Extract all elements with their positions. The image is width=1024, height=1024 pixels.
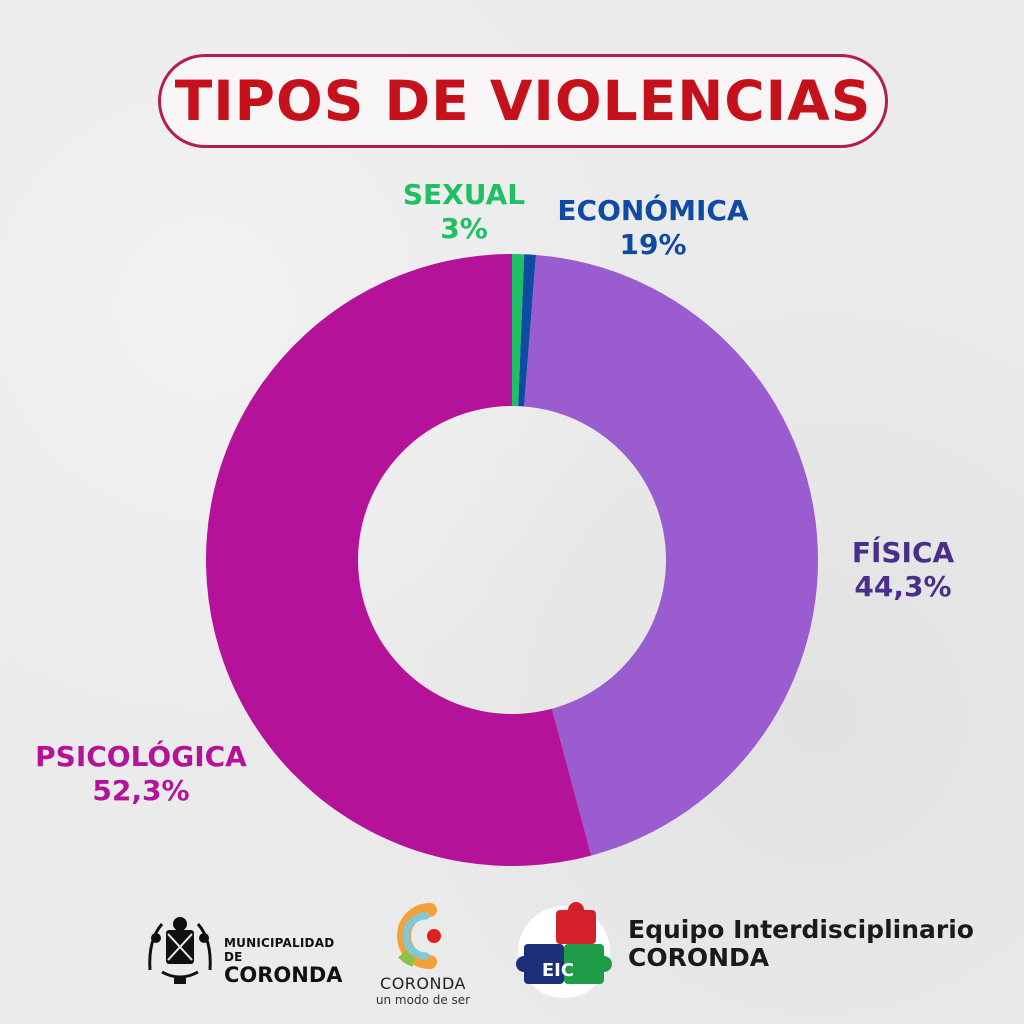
label-sexual: SEXUAL 3% xyxy=(392,178,536,246)
eic-logo-text: EIC xyxy=(542,960,574,981)
team-line2: CORONDA xyxy=(628,943,770,972)
slice-economica xyxy=(518,254,537,407)
chart-title: TIPOS DE VIOLENCIAS xyxy=(174,69,872,133)
team-name: Equipo Interdisciplinario CORONDA xyxy=(628,916,974,972)
coronda-logo-icon xyxy=(397,903,441,969)
footer-logos: MUNICIPALIDAD DE CORONDA CORONDA un modo… xyxy=(0,880,1024,1024)
municipality-small-text: MUNICIPALIDAD DE xyxy=(224,936,335,964)
label-economica-name: ECONÓMICA xyxy=(557,194,749,227)
label-psicologica-value: 52,3% xyxy=(92,774,190,807)
puzzle-logo-icon: EIC xyxy=(516,902,612,998)
team-line1: Equipo Interdisciplinario xyxy=(628,915,974,944)
municipality-big-text: CORONDA xyxy=(224,963,343,987)
label-sexual-name: SEXUAL xyxy=(402,178,526,211)
coronda-brand: CORONDA un modo de ser xyxy=(368,896,478,1007)
label-economica-value: 19% xyxy=(619,228,687,261)
title-banner: TIPOS DE VIOLENCIAS xyxy=(158,54,888,148)
slice-psicologica xyxy=(205,254,592,866)
municipality-wordmark: MUNICIPALIDAD DE CORONDA xyxy=(224,936,350,986)
slice-fisica xyxy=(524,254,819,856)
municipality-logo: MUNICIPALIDAD DE CORONDA xyxy=(140,910,350,990)
label-fisica-name: FÍSICA xyxy=(851,536,955,569)
label-psicologica: PSICOLÓGICA 52,3% xyxy=(28,740,254,808)
eic-logo: EIC xyxy=(512,900,622,1000)
label-fisica-value: 44,3% xyxy=(854,570,952,603)
label-economica: ECONÓMICA 19% xyxy=(546,194,760,262)
label-fisica: FÍSICA 44,3% xyxy=(838,536,968,604)
label-sexual-value: 3% xyxy=(440,212,488,245)
slice-sexual xyxy=(512,254,525,407)
coronda-name: CORONDA xyxy=(380,974,466,993)
coronda-tagline: un modo de ser xyxy=(375,993,471,1007)
coat-of-arms-icon xyxy=(148,917,212,984)
label-psicologica-name: PSICOLÓGICA xyxy=(35,740,247,773)
